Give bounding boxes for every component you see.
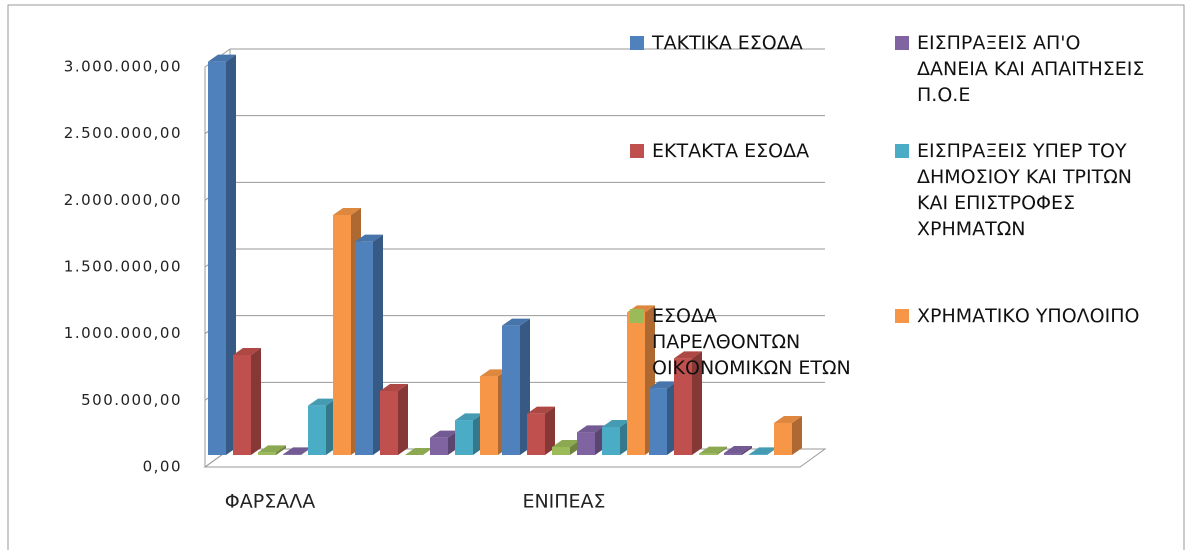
bar-top	[355, 234, 383, 242]
y-tick-label: 500.000,00	[81, 391, 182, 409]
bar	[602, 420, 630, 455]
bar-side	[251, 348, 261, 455]
bar-front	[283, 454, 301, 455]
bar-front	[233, 355, 251, 455]
bar-top	[724, 446, 752, 453]
x-tick-label: ΕΝΙΠΕΑΣ	[522, 491, 605, 513]
bar-top	[552, 440, 580, 447]
bar-top	[480, 369, 508, 377]
legend-swatch	[630, 144, 644, 158]
bar-front	[627, 312, 645, 455]
bar-top	[405, 448, 433, 455]
legend-label: ΕΣΟΔΑ ΠΑΡΕΛΘΟΝΤΩΝ ΟΙΚΟΝΟΜΙΚΩΝ ΕΤΩΝ	[652, 305, 851, 379]
y-tick-label: 0,00	[143, 458, 182, 476]
bar	[233, 348, 261, 455]
bar	[405, 448, 433, 455]
bar-top	[208, 54, 236, 62]
bar-top	[577, 425, 605, 433]
bar	[308, 398, 336, 455]
legend-label: ΕΙΣΠΡΑΞΕΙΣ ΥΠΕΡ ΤΟΥ ΔΗΜΟΣΙΟΥ ΚΑΙ ΤΡΙΤΩΝ …	[917, 140, 1132, 240]
bar-side	[717, 446, 727, 455]
bar-front	[674, 358, 692, 455]
legend-label: ΕΚΤΑΚΤΑ ΕΣΟΔΑ	[652, 140, 810, 162]
y-tick-label: 2.000.000,00	[64, 191, 182, 209]
bar-front	[552, 447, 570, 455]
bar	[527, 406, 555, 455]
bar-top	[527, 406, 555, 414]
bar-front	[355, 241, 373, 455]
bar-front	[258, 452, 276, 455]
bar-front	[749, 454, 767, 455]
bar-top	[283, 447, 311, 455]
bar-front	[699, 453, 717, 455]
bar-top	[749, 447, 777, 455]
bar-top	[430, 430, 458, 438]
y-tick-label: 2.500.000,00	[64, 124, 182, 142]
legend-label: ΕΙΣΠΡΑΞΕΙΣ ΑΠ'Ο ΔΑΝΕΙΑ ΚΑΙ ΑΠΑΙΤΗΣΕΙΣ Π.…	[917, 32, 1145, 106]
bar-front	[502, 325, 520, 455]
bar	[699, 446, 727, 455]
bar	[380, 384, 408, 455]
bar-top	[674, 351, 702, 359]
bar-front	[308, 405, 326, 455]
bar-top	[699, 446, 727, 454]
bar	[208, 54, 236, 456]
legend-swatch	[895, 309, 909, 323]
bar-top	[649, 381, 677, 389]
y-tick-label: 1.500.000,00	[64, 258, 182, 276]
bar-side	[545, 406, 555, 455]
bar-front	[527, 413, 545, 455]
legend-swatch	[895, 36, 909, 50]
bar-front	[380, 391, 398, 455]
x-tick-label: ΦΑΡΣΑΛΑ	[225, 491, 315, 513]
bar	[649, 381, 677, 455]
bar	[674, 351, 702, 455]
bar-side	[398, 384, 408, 455]
bar-front	[602, 427, 620, 455]
bar	[724, 446, 752, 455]
bar	[577, 425, 605, 455]
bar-front	[333, 215, 351, 455]
legend-label: ΧΡΗΜΑΤΙΚΟ ΥΠΟΛΟΙΠΟ	[917, 305, 1140, 327]
legend-label: ΤΑΚΤΙΚΑ ΕΣΟΔΑ	[652, 32, 803, 54]
legend-swatch	[630, 309, 644, 323]
bar-side	[792, 416, 802, 455]
chart-frame	[7, 4, 1185, 550]
bar	[430, 430, 458, 455]
bar-top	[602, 420, 630, 427]
y-tick-label: 3.000.000,00	[64, 58, 182, 76]
bar	[455, 413, 483, 455]
bar	[355, 234, 383, 455]
legend-swatch	[895, 144, 909, 158]
bar-side	[742, 446, 752, 455]
bar-top	[502, 318, 530, 326]
bar-front	[430, 437, 448, 455]
bar-front	[774, 423, 792, 455]
bar	[774, 416, 802, 455]
bar-top	[233, 348, 261, 355]
bar-front	[480, 376, 498, 455]
bar-front	[649, 388, 667, 455]
bar-top	[380, 384, 408, 391]
legend-swatch	[630, 36, 644, 50]
bar-front	[577, 432, 595, 455]
bar	[502, 318, 530, 455]
bar-top	[333, 208, 361, 215]
bar	[258, 445, 286, 455]
y-tick-label: 1.000.000,00	[64, 324, 182, 342]
bar-front	[455, 420, 473, 455]
bar-top	[258, 445, 286, 453]
bar-side	[276, 445, 286, 455]
bar-top	[308, 398, 336, 406]
bar-top	[455, 413, 483, 421]
bar-top	[774, 416, 802, 423]
bar-front	[208, 61, 226, 456]
bar-front	[724, 453, 742, 455]
bar-side	[692, 351, 702, 455]
